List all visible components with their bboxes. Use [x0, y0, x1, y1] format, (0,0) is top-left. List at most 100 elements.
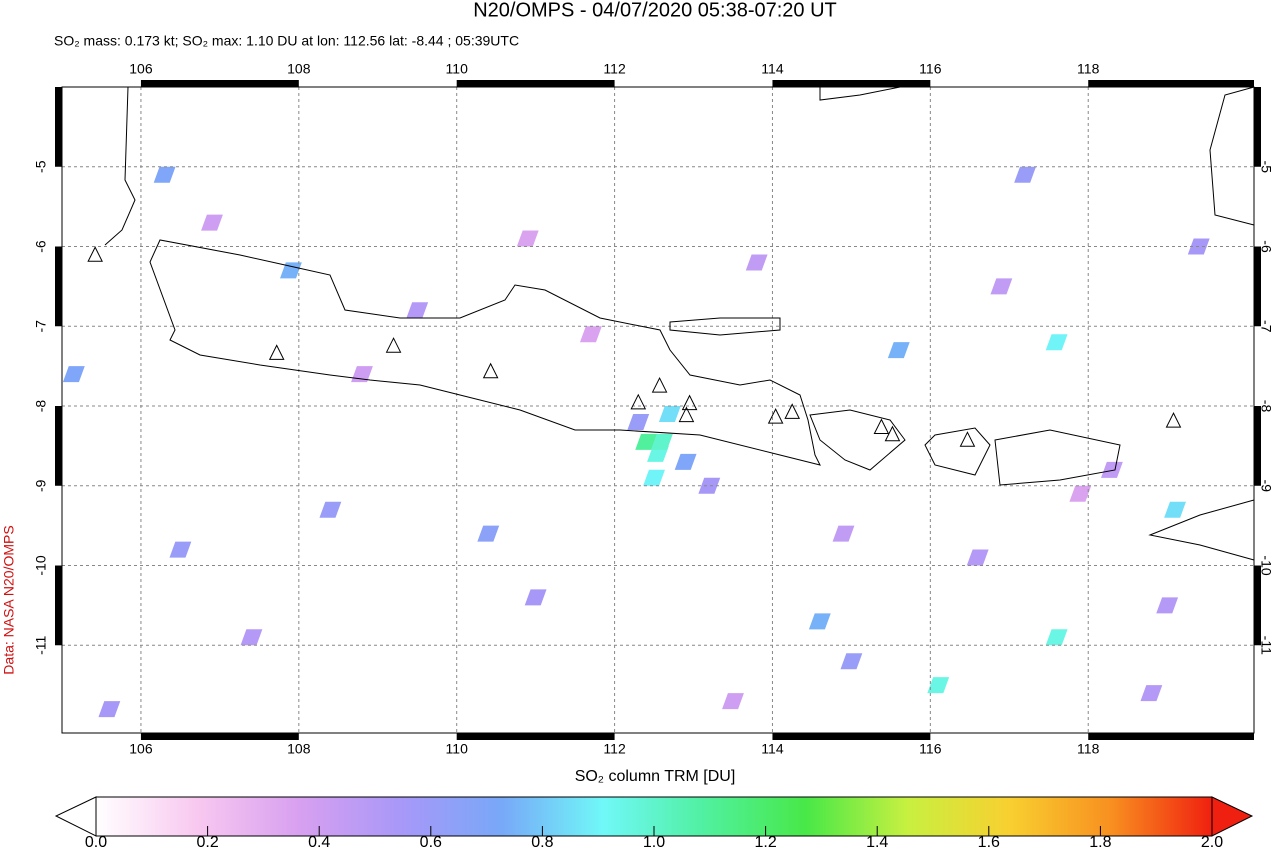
y-tick-label: -8 [33, 400, 49, 413]
so2-cell [516, 230, 539, 247]
volcano [884, 425, 901, 442]
so2-cell [745, 254, 768, 271]
so2-cell [808, 613, 831, 630]
so2-cell [651, 433, 673, 450]
so2-cell [658, 405, 681, 422]
volcano [630, 393, 647, 410]
colorbar-tick-label: 1.8 [1089, 834, 1111, 851]
frame-bar [1254, 406, 1261, 486]
frame-bar [55, 87, 62, 167]
frame-bar [772, 80, 931, 87]
coastlines [104, 86, 1255, 561]
so2-cell [579, 326, 602, 343]
so2-cell [1164, 501, 1186, 518]
so2-cell [524, 589, 547, 606]
colorbar-tick-label: 1.4 [866, 834, 888, 851]
subtitle: SO₂ mass: 0.173 kt; SO₂ max: 1.10 DU at … [54, 33, 519, 49]
so2-cell [1045, 629, 1068, 646]
volcano [959, 431, 976, 447]
y-tick-label: -10 [1258, 555, 1272, 575]
y-tick-label: -7 [1258, 320, 1272, 333]
so2-cell [840, 653, 863, 670]
volcano [1165, 412, 1182, 428]
x-tick-label: 114 [761, 741, 784, 757]
volcano [385, 337, 402, 353]
volcano [767, 408, 784, 424]
frame-bar [1254, 246, 1261, 327]
x-tick-label: 116 [919, 61, 942, 77]
colorbar-tick-label: 0.6 [420, 834, 442, 851]
colorbar-label: SO₂ column TRM [DU] [575, 768, 736, 785]
so2-cell [201, 214, 223, 231]
so2-cell [319, 501, 342, 518]
so2-cell [477, 525, 500, 542]
y-tick-label: -8 [1258, 400, 1272, 413]
y-tick-label: -6 [1258, 240, 1272, 253]
x-tick-label: 112 [603, 741, 626, 757]
so2-cell [698, 477, 721, 494]
so2-cell [832, 525, 855, 542]
colorbar-tick-label: 0.8 [531, 834, 553, 851]
frame-bar [1088, 733, 1254, 740]
frame-bar [772, 733, 931, 740]
so2-cell [1069, 485, 1092, 502]
y-tick-label: -5 [33, 160, 49, 173]
volcano [873, 418, 890, 435]
map-area [62, 87, 1254, 733]
frame-bar [55, 246, 62, 327]
volcano [651, 376, 668, 393]
x-tick-label: 106 [129, 741, 153, 757]
so2-cell [406, 302, 429, 319]
x-tick-label: 116 [919, 741, 942, 757]
colorbar-tick-label: 0.2 [196, 834, 218, 851]
colorbar-tick-label: 1.6 [978, 834, 1000, 851]
y-tick-label: -7 [33, 320, 49, 333]
y-tick-label: -9 [1258, 480, 1272, 493]
x-tick-label: 112 [603, 61, 626, 77]
so2-cell [98, 701, 121, 718]
colorbar-tick-label: 0.4 [308, 834, 330, 851]
y-tick-label: -6 [33, 240, 49, 253]
so2-cell [153, 166, 176, 183]
so2-cell [927, 677, 950, 694]
x-tick-label: 108 [287, 741, 311, 757]
so2-cell [62, 366, 85, 383]
colorbar-tick-label: 0.0 [85, 834, 107, 851]
so2-cell [1140, 685, 1163, 702]
y-tick-label: -11 [33, 635, 49, 654]
x-tick-label: 106 [129, 61, 153, 77]
volcano [482, 362, 499, 379]
so2-cell [240, 629, 263, 646]
frame-bar [55, 406, 62, 486]
x-tick-label: 114 [761, 61, 784, 77]
colorbar-tick-label: 2.0 [1201, 834, 1223, 851]
colorbar-tick-label: 1.0 [643, 834, 665, 851]
frame-bar [140, 733, 299, 740]
frame-bar [1088, 80, 1254, 87]
so2-cell [1100, 461, 1123, 478]
y-tick-label: -5 [1258, 161, 1272, 174]
x-tick-label: 118 [1077, 61, 1100, 77]
frame-bar [140, 80, 299, 87]
so2-cell [627, 413, 650, 430]
x-tick-label: 110 [446, 61, 469, 77]
volcano [681, 394, 698, 411]
so2-cell [966, 549, 989, 566]
x-tick-label: 110 [446, 741, 469, 757]
so2-cell [1156, 597, 1179, 614]
so2-cell [635, 433, 658, 450]
so2-cell [1045, 334, 1068, 351]
colorbar-min-arrow [54, 796, 97, 837]
so2-cell [280, 262, 302, 279]
frame-bar [55, 565, 62, 646]
y-tick-label: -11 [1258, 636, 1272, 655]
frame-bar [456, 80, 615, 87]
so2-cell [887, 342, 910, 359]
frame-bar [456, 733, 615, 740]
chart-title: N20/OMPS - 04/07/2020 05:38-07:20 UT [473, 0, 837, 21]
volcano [87, 246, 103, 262]
so2-cell [643, 469, 665, 486]
volcano [678, 406, 695, 423]
y-tick-label: -9 [33, 479, 49, 492]
